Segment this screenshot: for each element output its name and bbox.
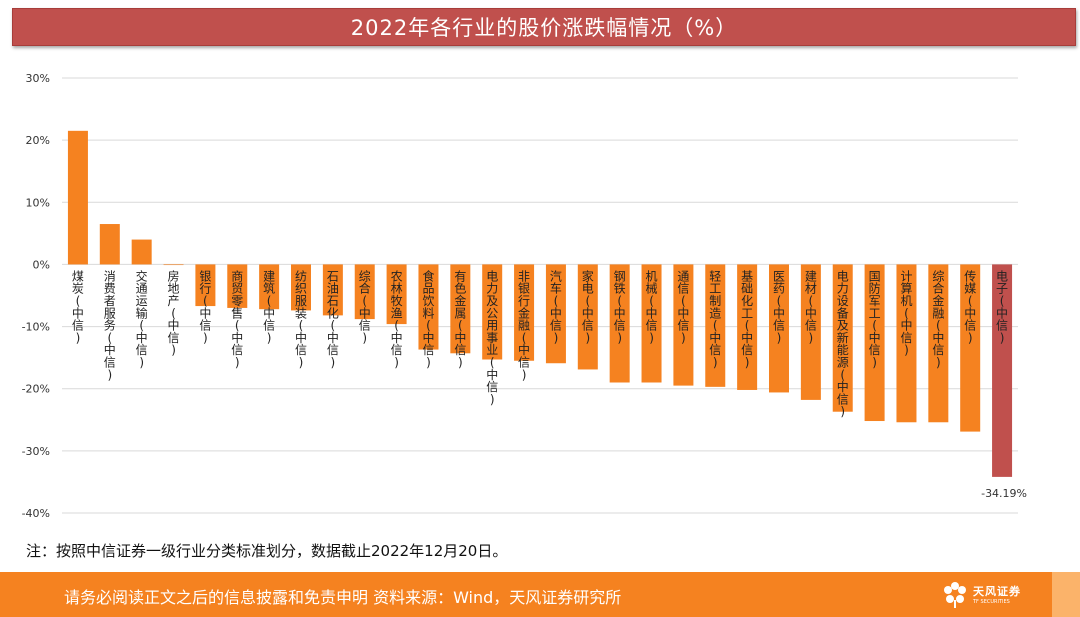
category-label: 商贸零售(中信) (231, 268, 243, 369)
bar (227, 264, 248, 308)
bar (641, 264, 662, 383)
bar (259, 264, 280, 310)
category-label: 交通运输(中信) (136, 268, 148, 369)
bar (960, 264, 981, 432)
bar (482, 264, 503, 360)
bar (992, 264, 1013, 477)
y-tick-label: 10% (26, 196, 50, 209)
category-label: 机械(中信) (646, 269, 658, 344)
category-label: 轻工制造(中信) (709, 269, 721, 369)
category-label: 食品饮料(中信) (422, 268, 434, 369)
company-logo: 天风证券 TF SECURITIES (940, 578, 1021, 610)
category-label: 农林牧渔(中信) (391, 269, 403, 369)
bar (131, 239, 152, 265)
y-tick-label: -40% (22, 507, 50, 520)
bar (354, 264, 375, 320)
bar (386, 264, 407, 325)
bar (705, 264, 726, 387)
footer-accent-block (1052, 572, 1080, 617)
bar (769, 264, 789, 393)
bar (99, 224, 120, 265)
bar (67, 130, 88, 265)
logo-english: TF SECURITIES (973, 599, 1010, 605)
bar (609, 264, 630, 383)
category-label: 综合金融(中信) (932, 269, 944, 369)
bar (800, 264, 821, 400)
logo-name: 天风证券 (973, 585, 1021, 598)
bar (896, 264, 917, 423)
category-label: 汽车(中信) (550, 268, 562, 344)
bar (545, 264, 566, 364)
bar (832, 264, 853, 412)
bar (673, 264, 694, 386)
y-tick-label: -30% (22, 445, 50, 458)
y-tick-label: 20% (26, 134, 50, 147)
category-label: 石油石化(中信) (327, 269, 339, 369)
category-label: 家电(中信) (582, 268, 594, 344)
category-label: 非银行金融(中信) (518, 269, 530, 381)
footer-disclaimer: 请务必阅读正文之后的信息披露和免责申明 资料来源：Wind，天风证券研究所 (64, 588, 622, 607)
category-label: 计算机(中信) (900, 269, 912, 357)
category-label: 基础化工(中信) (741, 269, 753, 369)
category-label: 消费者服务(中信) (104, 269, 116, 381)
y-tick-label: 0% (33, 258, 50, 271)
bar (418, 264, 439, 350)
bar (195, 264, 216, 307)
data-label: -34.19% (981, 487, 1027, 500)
y-tick-label: 30% (26, 72, 50, 85)
bar (864, 264, 885, 422)
bar (737, 264, 758, 390)
bar (322, 264, 343, 316)
chart-title: 2022年各行业的股价涨跌幅情况（%） (350, 16, 738, 40)
footnote: 注：按照中信证券一级行业分类标准划分，数据截止2022年12月20日。 (26, 542, 508, 560)
category-label: 银行(中信) (199, 269, 211, 344)
chart-title-bar: 2022年各行业的股价涨跌幅情况（%） (12, 8, 1076, 46)
footer-bar: 请务必阅读正文之后的信息披露和免责申明 资料来源：Wind，天风证券研究所 天风… (0, 572, 1080, 617)
bar (450, 264, 471, 354)
category-label: 医药(中信) (773, 269, 785, 344)
bar (577, 264, 598, 370)
category-label: 钢铁(中信) (614, 269, 626, 344)
bar-chart: 30% 20% 10% 0% -10% -20% -30% -40% 煤炭(中信) 消费者服务(中… (22, 72, 1027, 520)
category-label: 通信(中信) (677, 269, 689, 344)
category-label: 煤炭(中信) (72, 269, 84, 344)
y-tick-label: -20% (22, 383, 50, 396)
category-label: 电子(中信) (996, 269, 1008, 344)
bar (928, 264, 949, 423)
y-tick-label: -10% (22, 321, 50, 334)
category-label: 房地产(中信) (168, 268, 180, 357)
category-label: 综合(中信) (359, 269, 371, 344)
category-label: 电力设备及新能源(中信) (837, 269, 849, 418)
flower-logo-icon (944, 582, 966, 608)
category-label: 传媒(中信) (964, 268, 976, 344)
category-label: 电力及公用事业(中信) (486, 269, 498, 406)
bar (514, 264, 535, 361)
category-label: 有色金属(中信) (454, 269, 466, 369)
category-label: 纺织服装(中信) (295, 269, 307, 369)
bar (163, 264, 184, 266)
category-label: 建筑(中信) (263, 269, 275, 344)
category-label: 国防军工(中信) (869, 269, 881, 369)
category-label: 建材(中信) (805, 269, 817, 344)
bar (291, 264, 311, 311)
